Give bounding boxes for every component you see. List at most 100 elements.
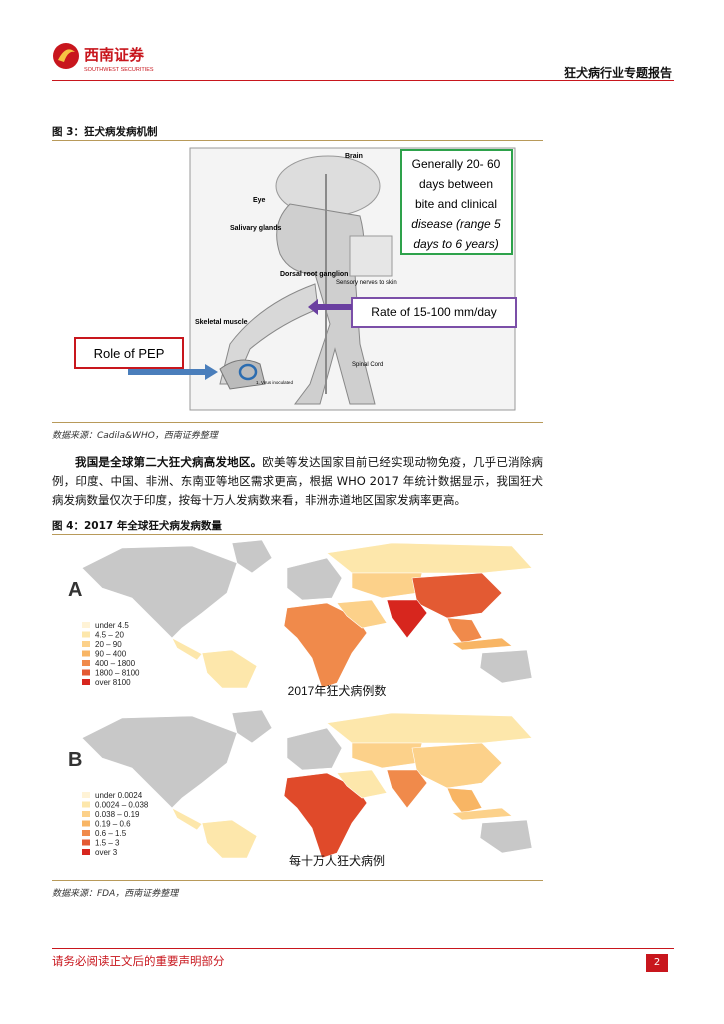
incubation-text: Generally 20- 60 — [412, 157, 501, 171]
legend-label: under 4.5 — [95, 621, 129, 630]
paragraph: 我国是全球第二大狂犬病高发地区。欧美等发达国家目前已经实现动物免疫，几乎已消除病… — [52, 453, 543, 510]
legend-swatch — [82, 839, 90, 846]
skin-inset — [349, 235, 393, 277]
diagram-label: Dorsal root ganglion — [280, 271, 348, 278]
incubation-text: days between — [419, 177, 493, 191]
legend-label: 0.6 – 1.5 — [95, 829, 127, 838]
logo: 西南证券 SOUTHWEST SECURITIES — [53, 43, 154, 73]
diagram-label: Spinal Cord — [352, 362, 383, 368]
mechanism-diagram: Brain Eye Salivary glands Dorsal root ga… — [74, 147, 517, 411]
pep-arrow — [128, 364, 218, 380]
map-caption: 每十万人狂犬病例 — [289, 853, 385, 868]
incubation-text: disease (range 5 — [411, 217, 501, 231]
region — [336, 769, 388, 799]
pep-box — [74, 337, 184, 369]
rate-text: Rate of 15-100 mm/day — [371, 305, 496, 319]
rate-arrow — [308, 299, 352, 315]
legend-label: 0.19 – 0.6 — [95, 820, 131, 829]
figure-caption: 图 4：2017 年全球狂犬病发病数量 — [52, 520, 222, 532]
region — [451, 807, 513, 821]
legend-label: 90 – 400 — [95, 650, 127, 659]
region — [231, 709, 273, 744]
diagram-label: Salivary glands — [230, 225, 281, 232]
rule — [52, 534, 543, 535]
footer-rule — [52, 948, 674, 949]
legend-label: 1800 – 8100 — [95, 669, 140, 678]
arm-shape — [219, 283, 319, 385]
region — [446, 787, 483, 814]
figure-caption: 图 3：狂犬病发病机制 — [52, 126, 158, 138]
map-caption: 2017年狂犬病例数 — [288, 683, 387, 698]
legend-label: over 8100 — [95, 678, 131, 687]
legend-label: under 0.0024 — [95, 791, 143, 800]
region — [171, 807, 203, 831]
diagram-label: Sensory nerves to skin — [336, 280, 397, 286]
legend-label: 20 – 90 — [95, 640, 122, 649]
legend-swatch — [82, 660, 90, 666]
region — [201, 819, 258, 859]
region — [386, 599, 428, 639]
region — [286, 557, 343, 601]
region — [81, 545, 238, 639]
region — [171, 637, 203, 661]
legend-swatch — [82, 849, 90, 855]
legend-label: 4.5 – 20 — [95, 631, 124, 640]
incubation-box — [400, 149, 513, 255]
logo-swirl — [58, 49, 75, 62]
legend-label: 1.5 – 3 — [95, 839, 120, 848]
legend-label: over 3 — [95, 848, 118, 857]
legend-swatch — [82, 792, 90, 798]
rule — [52, 140, 543, 141]
legend-swatch — [82, 669, 90, 676]
incubation-text: days to 6 years) — [413, 237, 498, 251]
source-note: 数据来源：Cadila&WHO，西南证券整理 — [52, 431, 218, 441]
legend-label: 0.038 – 0.19 — [95, 810, 140, 819]
disclaimer: 请务必阅读正文后的重要声明部分 — [52, 954, 225, 968]
logo-name: 西南证券 — [84, 46, 145, 64]
region — [386, 769, 428, 809]
legend-swatch — [82, 801, 90, 808]
region — [336, 599, 388, 629]
region — [479, 819, 533, 854]
legend-swatch — [82, 641, 90, 647]
legend-swatch — [82, 679, 90, 685]
body-text: 欧美等发达国家目前已经实现动物免疫，几乎已消除病例，印度、中国、非洲、东南亚等地… — [52, 455, 543, 507]
region — [351, 742, 423, 769]
page-number: 2 — [646, 954, 668, 972]
map-letter: A — [68, 579, 82, 601]
legend-label: 0.0024 – 0.038 — [95, 801, 149, 810]
legend-label: 400 – 1800 — [95, 659, 136, 668]
bite-site — [238, 363, 258, 381]
source-note: 数据来源：FDA，西南证券整理 — [52, 889, 179, 899]
legend-swatch — [82, 631, 90, 638]
region — [81, 715, 238, 809]
legend-swatch — [82, 622, 90, 628]
rule — [52, 880, 543, 881]
diagram-label: Brain — [345, 153, 363, 160]
region — [201, 649, 258, 689]
region — [351, 572, 423, 599]
region — [286, 727, 343, 771]
region — [446, 617, 483, 644]
incubation-text: bite and clinical — [415, 197, 497, 211]
header-rule — [52, 80, 674, 81]
region — [479, 649, 533, 684]
legend-swatch — [82, 811, 90, 817]
rule — [52, 422, 543, 423]
report-title: 狂犬病行业专题报告 — [563, 66, 672, 80]
diagram-label: 1. Virus inoculated — [256, 380, 293, 385]
map-letter: B — [68, 749, 82, 771]
region — [231, 539, 273, 574]
lead-sentence: 我国是全球第二大狂犬病高发地区。 — [75, 455, 263, 469]
legend-swatch — [82, 830, 90, 836]
region — [451, 637, 513, 651]
logo-sub: SOUTHWEST SECURITIES — [84, 67, 154, 73]
legend-swatch — [82, 650, 90, 657]
rate-box — [351, 297, 517, 328]
legend-swatch — [82, 820, 90, 827]
diagram-label: Eye — [253, 197, 266, 204]
diagram-label: Skeletal muscle — [195, 319, 248, 326]
